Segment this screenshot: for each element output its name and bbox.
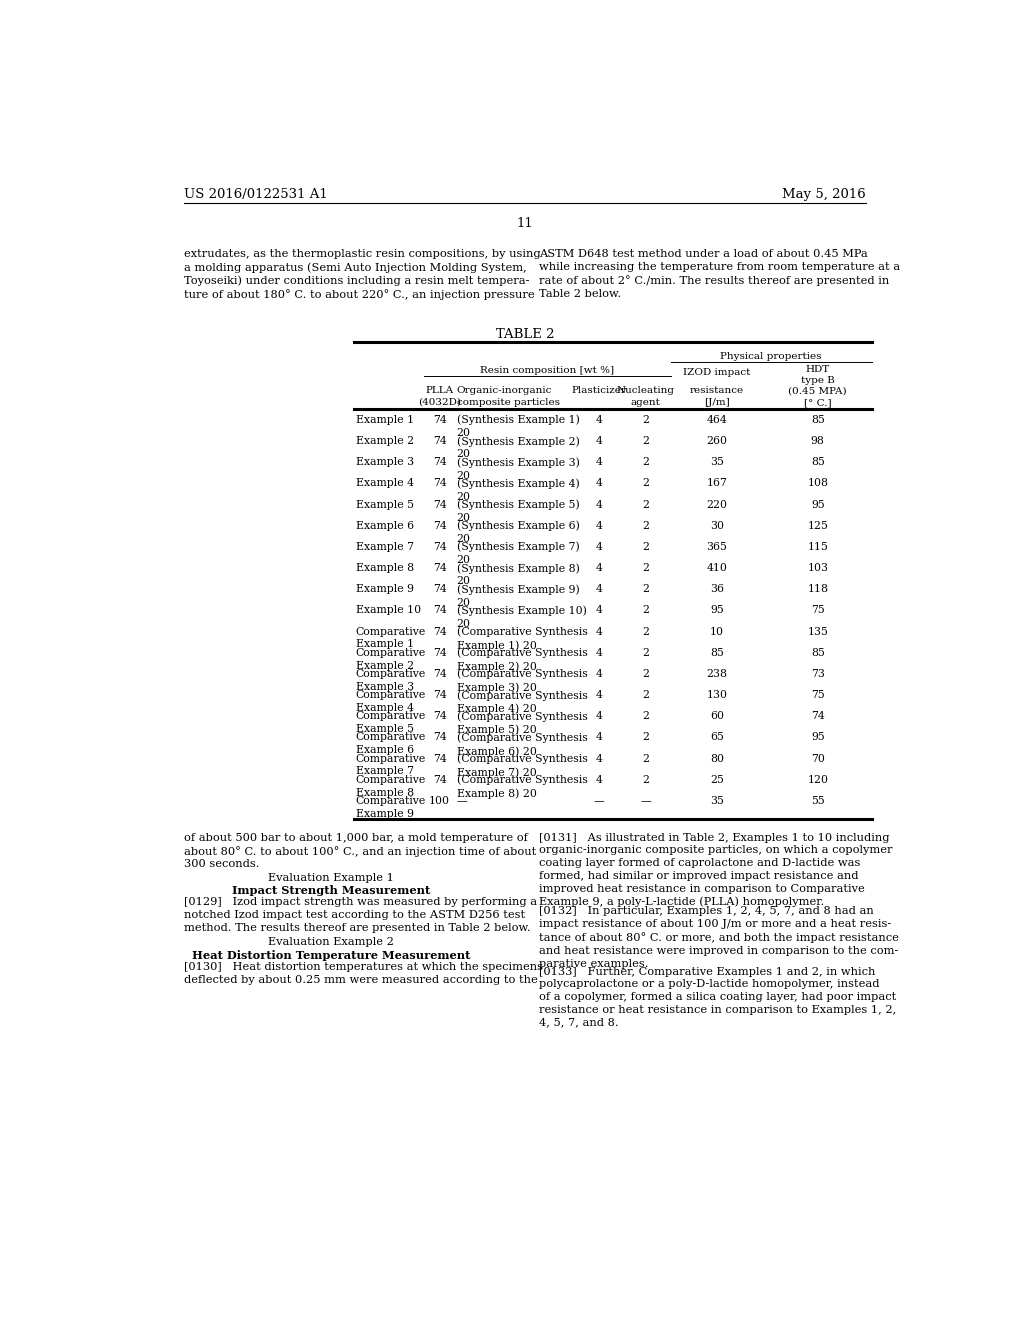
Text: 74: 74 bbox=[433, 436, 446, 446]
Text: Physical properties: Physical properties bbox=[721, 352, 822, 362]
Text: 74: 74 bbox=[433, 627, 446, 636]
Text: 2: 2 bbox=[642, 711, 649, 721]
Text: 95: 95 bbox=[710, 606, 724, 615]
Text: 30: 30 bbox=[710, 520, 724, 531]
Text: 4: 4 bbox=[596, 457, 603, 467]
Text: Example 6: Example 6 bbox=[356, 520, 414, 531]
Text: 2: 2 bbox=[642, 690, 649, 700]
Text: 4: 4 bbox=[596, 733, 603, 742]
Text: IZOD impact: IZOD impact bbox=[683, 368, 751, 376]
Text: Impact Strength Measurement: Impact Strength Measurement bbox=[231, 884, 430, 896]
Text: 74: 74 bbox=[433, 775, 446, 785]
Text: (Comparative Synthesis
Example 1) 20: (Comparative Synthesis Example 1) 20 bbox=[457, 627, 588, 651]
Text: [0129]   Izod impact strength was measured by performing a
notched Izod impact t: [0129] Izod impact strength was measured… bbox=[183, 898, 537, 933]
Text: 73: 73 bbox=[811, 669, 824, 678]
Text: May 5, 2016: May 5, 2016 bbox=[782, 187, 866, 201]
Text: (Synthesis Example 7)
20: (Synthesis Example 7) 20 bbox=[457, 543, 580, 565]
Text: 4: 4 bbox=[596, 690, 603, 700]
Text: 100: 100 bbox=[429, 796, 451, 807]
Text: 74: 74 bbox=[433, 606, 446, 615]
Text: 74: 74 bbox=[433, 648, 446, 657]
Text: 74: 74 bbox=[433, 733, 446, 742]
Text: 74: 74 bbox=[433, 457, 446, 467]
Text: (Synthesis Example 9)
20: (Synthesis Example 9) 20 bbox=[457, 585, 580, 607]
Text: 11: 11 bbox=[516, 216, 534, 230]
Text: 4: 4 bbox=[596, 499, 603, 510]
Text: 4: 4 bbox=[596, 436, 603, 446]
Text: (Comparative Synthesis
Example 5) 20: (Comparative Synthesis Example 5) 20 bbox=[457, 711, 588, 735]
Text: 118: 118 bbox=[807, 585, 828, 594]
Text: 135: 135 bbox=[807, 627, 828, 636]
Text: 75: 75 bbox=[811, 690, 824, 700]
Text: 2: 2 bbox=[642, 520, 649, 531]
Text: Example 1: Example 1 bbox=[356, 414, 414, 425]
Text: 70: 70 bbox=[811, 754, 824, 763]
Text: 2: 2 bbox=[642, 775, 649, 785]
Text: 65: 65 bbox=[710, 733, 724, 742]
Text: 4: 4 bbox=[596, 606, 603, 615]
Text: Plasticizer: Plasticizer bbox=[571, 387, 627, 395]
Text: 25: 25 bbox=[710, 775, 724, 785]
Text: (Synthesis Example 4)
20: (Synthesis Example 4) 20 bbox=[457, 478, 580, 502]
Text: 2: 2 bbox=[642, 627, 649, 636]
Text: 98: 98 bbox=[811, 436, 824, 446]
Text: 4: 4 bbox=[596, 585, 603, 594]
Text: (Synthesis Example 1)
20: (Synthesis Example 1) 20 bbox=[457, 414, 580, 438]
Text: 74: 74 bbox=[433, 585, 446, 594]
Text: US 2016/0122531 A1: US 2016/0122531 A1 bbox=[183, 187, 328, 201]
Text: Comparative
Example 8: Comparative Example 8 bbox=[356, 775, 426, 797]
Text: 125: 125 bbox=[807, 520, 828, 531]
Text: 2: 2 bbox=[642, 669, 649, 678]
Text: Comparative
Example 5: Comparative Example 5 bbox=[356, 711, 426, 734]
Text: Comparative
Example 1: Comparative Example 1 bbox=[356, 627, 426, 649]
Text: 85: 85 bbox=[811, 414, 824, 425]
Text: 220: 220 bbox=[707, 499, 727, 510]
Text: Comparative
Example 4: Comparative Example 4 bbox=[356, 690, 426, 713]
Text: (Synthesis Example 3)
20: (Synthesis Example 3) 20 bbox=[457, 457, 580, 480]
Text: 10: 10 bbox=[710, 627, 724, 636]
Text: (Synthesis Example 8)
20: (Synthesis Example 8) 20 bbox=[457, 564, 580, 586]
Text: 167: 167 bbox=[707, 478, 727, 488]
Text: 85: 85 bbox=[811, 457, 824, 467]
Text: 4: 4 bbox=[596, 478, 603, 488]
Text: 2: 2 bbox=[642, 543, 649, 552]
Text: 410: 410 bbox=[707, 564, 727, 573]
Text: of about 500 bar to about 1,000 bar, a mold temperature of
about 80° C. to about: of about 500 bar to about 1,000 bar, a m… bbox=[183, 833, 536, 870]
Text: Comparative
Example 2: Comparative Example 2 bbox=[356, 648, 426, 671]
Text: Example 2: Example 2 bbox=[356, 436, 414, 446]
Text: (Comparative Synthesis
Example 2) 20: (Comparative Synthesis Example 2) 20 bbox=[457, 648, 588, 672]
Text: 4: 4 bbox=[596, 775, 603, 785]
Text: Example 9: Example 9 bbox=[356, 585, 414, 594]
Text: 4: 4 bbox=[596, 520, 603, 531]
Text: Example 7: Example 7 bbox=[356, 543, 414, 552]
Text: Example 4: Example 4 bbox=[356, 478, 414, 488]
Text: 4: 4 bbox=[596, 564, 603, 573]
Text: 4: 4 bbox=[596, 414, 603, 425]
Text: Comparative
Example 7: Comparative Example 7 bbox=[356, 754, 426, 776]
Text: (Comparative Synthesis
Example 8) 20: (Comparative Synthesis Example 8) 20 bbox=[457, 775, 588, 799]
Text: [0131]   As illustrated in Table 2, Examples 1 to 10 including
organic-inorganic: [0131] As illustrated in Table 2, Exampl… bbox=[539, 833, 892, 907]
Text: 2: 2 bbox=[642, 585, 649, 594]
Text: (Synthesis Example 2)
20: (Synthesis Example 2) 20 bbox=[457, 436, 580, 459]
Text: 120: 120 bbox=[807, 775, 828, 785]
Text: HDT
type B: HDT type B bbox=[801, 364, 835, 385]
Text: Comparative
Example 3: Comparative Example 3 bbox=[356, 669, 426, 692]
Text: 365: 365 bbox=[707, 543, 727, 552]
Text: 2: 2 bbox=[642, 478, 649, 488]
Text: 2: 2 bbox=[642, 499, 649, 510]
Text: [0133]   Further, Comparative Examples 1 and 2, in which
polycaprolactone or a p: [0133] Further, Comparative Examples 1 a… bbox=[539, 966, 896, 1028]
Text: (Comparative Synthesis
Example 6) 20: (Comparative Synthesis Example 6) 20 bbox=[457, 733, 588, 756]
Text: 35: 35 bbox=[710, 796, 724, 807]
Text: Example 10: Example 10 bbox=[356, 606, 421, 615]
Text: (Comparative Synthesis
Example 7) 20: (Comparative Synthesis Example 7) 20 bbox=[457, 754, 588, 777]
Text: 74: 74 bbox=[433, 478, 446, 488]
Text: 464: 464 bbox=[707, 414, 727, 425]
Text: (0.45 MPA)
[° C.]: (0.45 MPA) [° C.] bbox=[788, 387, 847, 407]
Text: 4: 4 bbox=[596, 669, 603, 678]
Text: 108: 108 bbox=[807, 478, 828, 488]
Text: 130: 130 bbox=[707, 690, 727, 700]
Text: 85: 85 bbox=[710, 648, 724, 657]
Text: 103: 103 bbox=[807, 564, 828, 573]
Text: (Comparative Synthesis
Example 4) 20: (Comparative Synthesis Example 4) 20 bbox=[457, 690, 588, 714]
Text: extrudates, as the thermoplastic resin compositions, by using
a molding apparatu: extrudates, as the thermoplastic resin c… bbox=[183, 249, 541, 301]
